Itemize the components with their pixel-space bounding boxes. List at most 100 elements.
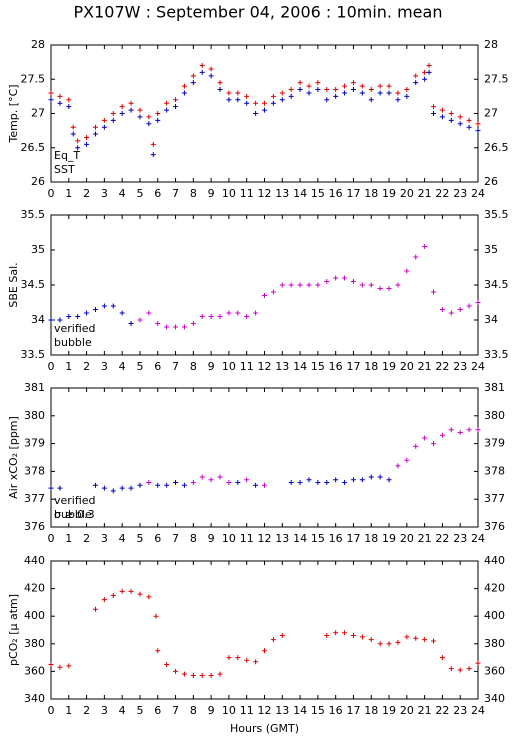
- x-tick-label: 12: [258, 532, 272, 545]
- data-point: [190, 480, 196, 486]
- y-tick-label: 34.5: [21, 278, 46, 291]
- data-point: [324, 633, 330, 639]
- x-tick-label: 12: [258, 360, 272, 373]
- x-tick-label: 9: [208, 187, 215, 200]
- data-point: [457, 121, 463, 127]
- data-point: [315, 87, 321, 93]
- data-point: [101, 117, 107, 123]
- y-axis-label: pCO₂ [μ atm]: [7, 594, 20, 666]
- data-point: [413, 443, 419, 449]
- x-tick-label: 11: [240, 532, 254, 545]
- y-tick-label: 26: [31, 175, 45, 188]
- y-tick-label: 27.5: [21, 72, 46, 85]
- data-point: [164, 662, 170, 667]
- data-point: [386, 641, 392, 647]
- data-point: [244, 657, 250, 663]
- x-tick-label: 2: [83, 704, 90, 717]
- x-tick-label: 10: [222, 187, 236, 200]
- data-point: [475, 660, 481, 666]
- data-point: [92, 482, 98, 488]
- x-tick-label: 8: [190, 704, 197, 717]
- data-point: [253, 111, 259, 116]
- x-tick-label: 6: [154, 532, 161, 545]
- x-tick-label: 24: [471, 360, 485, 373]
- x-tick-label: 14: [293, 704, 307, 717]
- x-tick-label: 1: [65, 360, 72, 373]
- x-tick-label: 21: [418, 532, 432, 545]
- data-point: [119, 588, 125, 594]
- data-point: [439, 114, 445, 120]
- x-tick-label: 13: [275, 704, 289, 717]
- x-tick-label: 12: [258, 187, 272, 200]
- data-point: [84, 141, 90, 147]
- data-point: [66, 97, 72, 103]
- x-tick-label: 9: [208, 704, 215, 717]
- data-point: [48, 97, 54, 103]
- data-point: [119, 485, 125, 491]
- x-tick-label: 0: [48, 187, 55, 200]
- data-point: [342, 480, 348, 486]
- data-point: [262, 107, 267, 113]
- data-point: [315, 480, 321, 486]
- data-point: [70, 124, 76, 130]
- data-point: [270, 289, 276, 295]
- y-axis-label: Air xCO₂ [ppm]: [7, 416, 20, 499]
- data-point: [422, 69, 428, 75]
- x-tick-label: 12: [258, 704, 272, 717]
- x-tick-label: 8: [190, 187, 197, 200]
- data-point: [244, 477, 250, 483]
- x-tick-label: 21: [418, 187, 432, 200]
- data-point: [377, 90, 383, 96]
- x-tick-label: 22: [435, 187, 449, 200]
- y-tick-label: 381: [484, 381, 505, 394]
- data-point: [431, 111, 437, 116]
- data-point: [208, 66, 214, 72]
- data-point: [66, 104, 72, 110]
- data-point: [368, 474, 374, 480]
- data-point: [226, 655, 232, 661]
- data-point: [235, 480, 241, 486]
- data-point: [48, 90, 54, 96]
- data-point: [306, 83, 312, 89]
- data-point: [439, 107, 445, 113]
- data-point: [422, 76, 428, 82]
- data-point: [137, 482, 143, 488]
- data-point: [448, 117, 454, 123]
- data-point: [359, 282, 365, 288]
- data-point: [226, 480, 232, 486]
- data-point: [395, 90, 401, 96]
- data-point: [164, 324, 170, 330]
- x-tick-label: 10: [222, 532, 236, 545]
- data-point: [217, 314, 223, 319]
- data-point: [297, 480, 303, 486]
- data-point: [395, 282, 401, 288]
- legend-entry: bubble: [54, 336, 92, 349]
- data-point: [279, 633, 285, 639]
- data-point: [333, 275, 339, 281]
- chart-title: PX107W : September 04, 2006 : 10min. mea…: [74, 3, 443, 22]
- x-tick-label: 13: [275, 187, 289, 200]
- data-point: [235, 655, 241, 661]
- data-point: [413, 73, 419, 79]
- x-tick-label: 23: [453, 187, 467, 200]
- x-tick-label: 24: [471, 532, 485, 545]
- y-tick-label: 34: [31, 313, 45, 326]
- data-point: [173, 97, 179, 103]
- y-tick-label: 27.5: [484, 72, 509, 85]
- data-point: [315, 282, 321, 288]
- data-point: [342, 275, 348, 281]
- data-point: [439, 655, 445, 661]
- y-tick-label: 35: [484, 243, 498, 256]
- x-tick-label: 20: [400, 360, 414, 373]
- y-tick-label: 400: [484, 609, 505, 622]
- x-tick-label: 7: [172, 360, 179, 373]
- data-point: [146, 114, 152, 120]
- x-tick-label: 23: [453, 532, 467, 545]
- y-tick-label: 400: [24, 609, 45, 622]
- data-point: [155, 321, 161, 326]
- data-point: [448, 666, 454, 672]
- data-point: [431, 104, 437, 110]
- data-point: [395, 639, 401, 645]
- y-tick-label: 378: [484, 464, 505, 477]
- x-tick-label: 3: [101, 704, 108, 717]
